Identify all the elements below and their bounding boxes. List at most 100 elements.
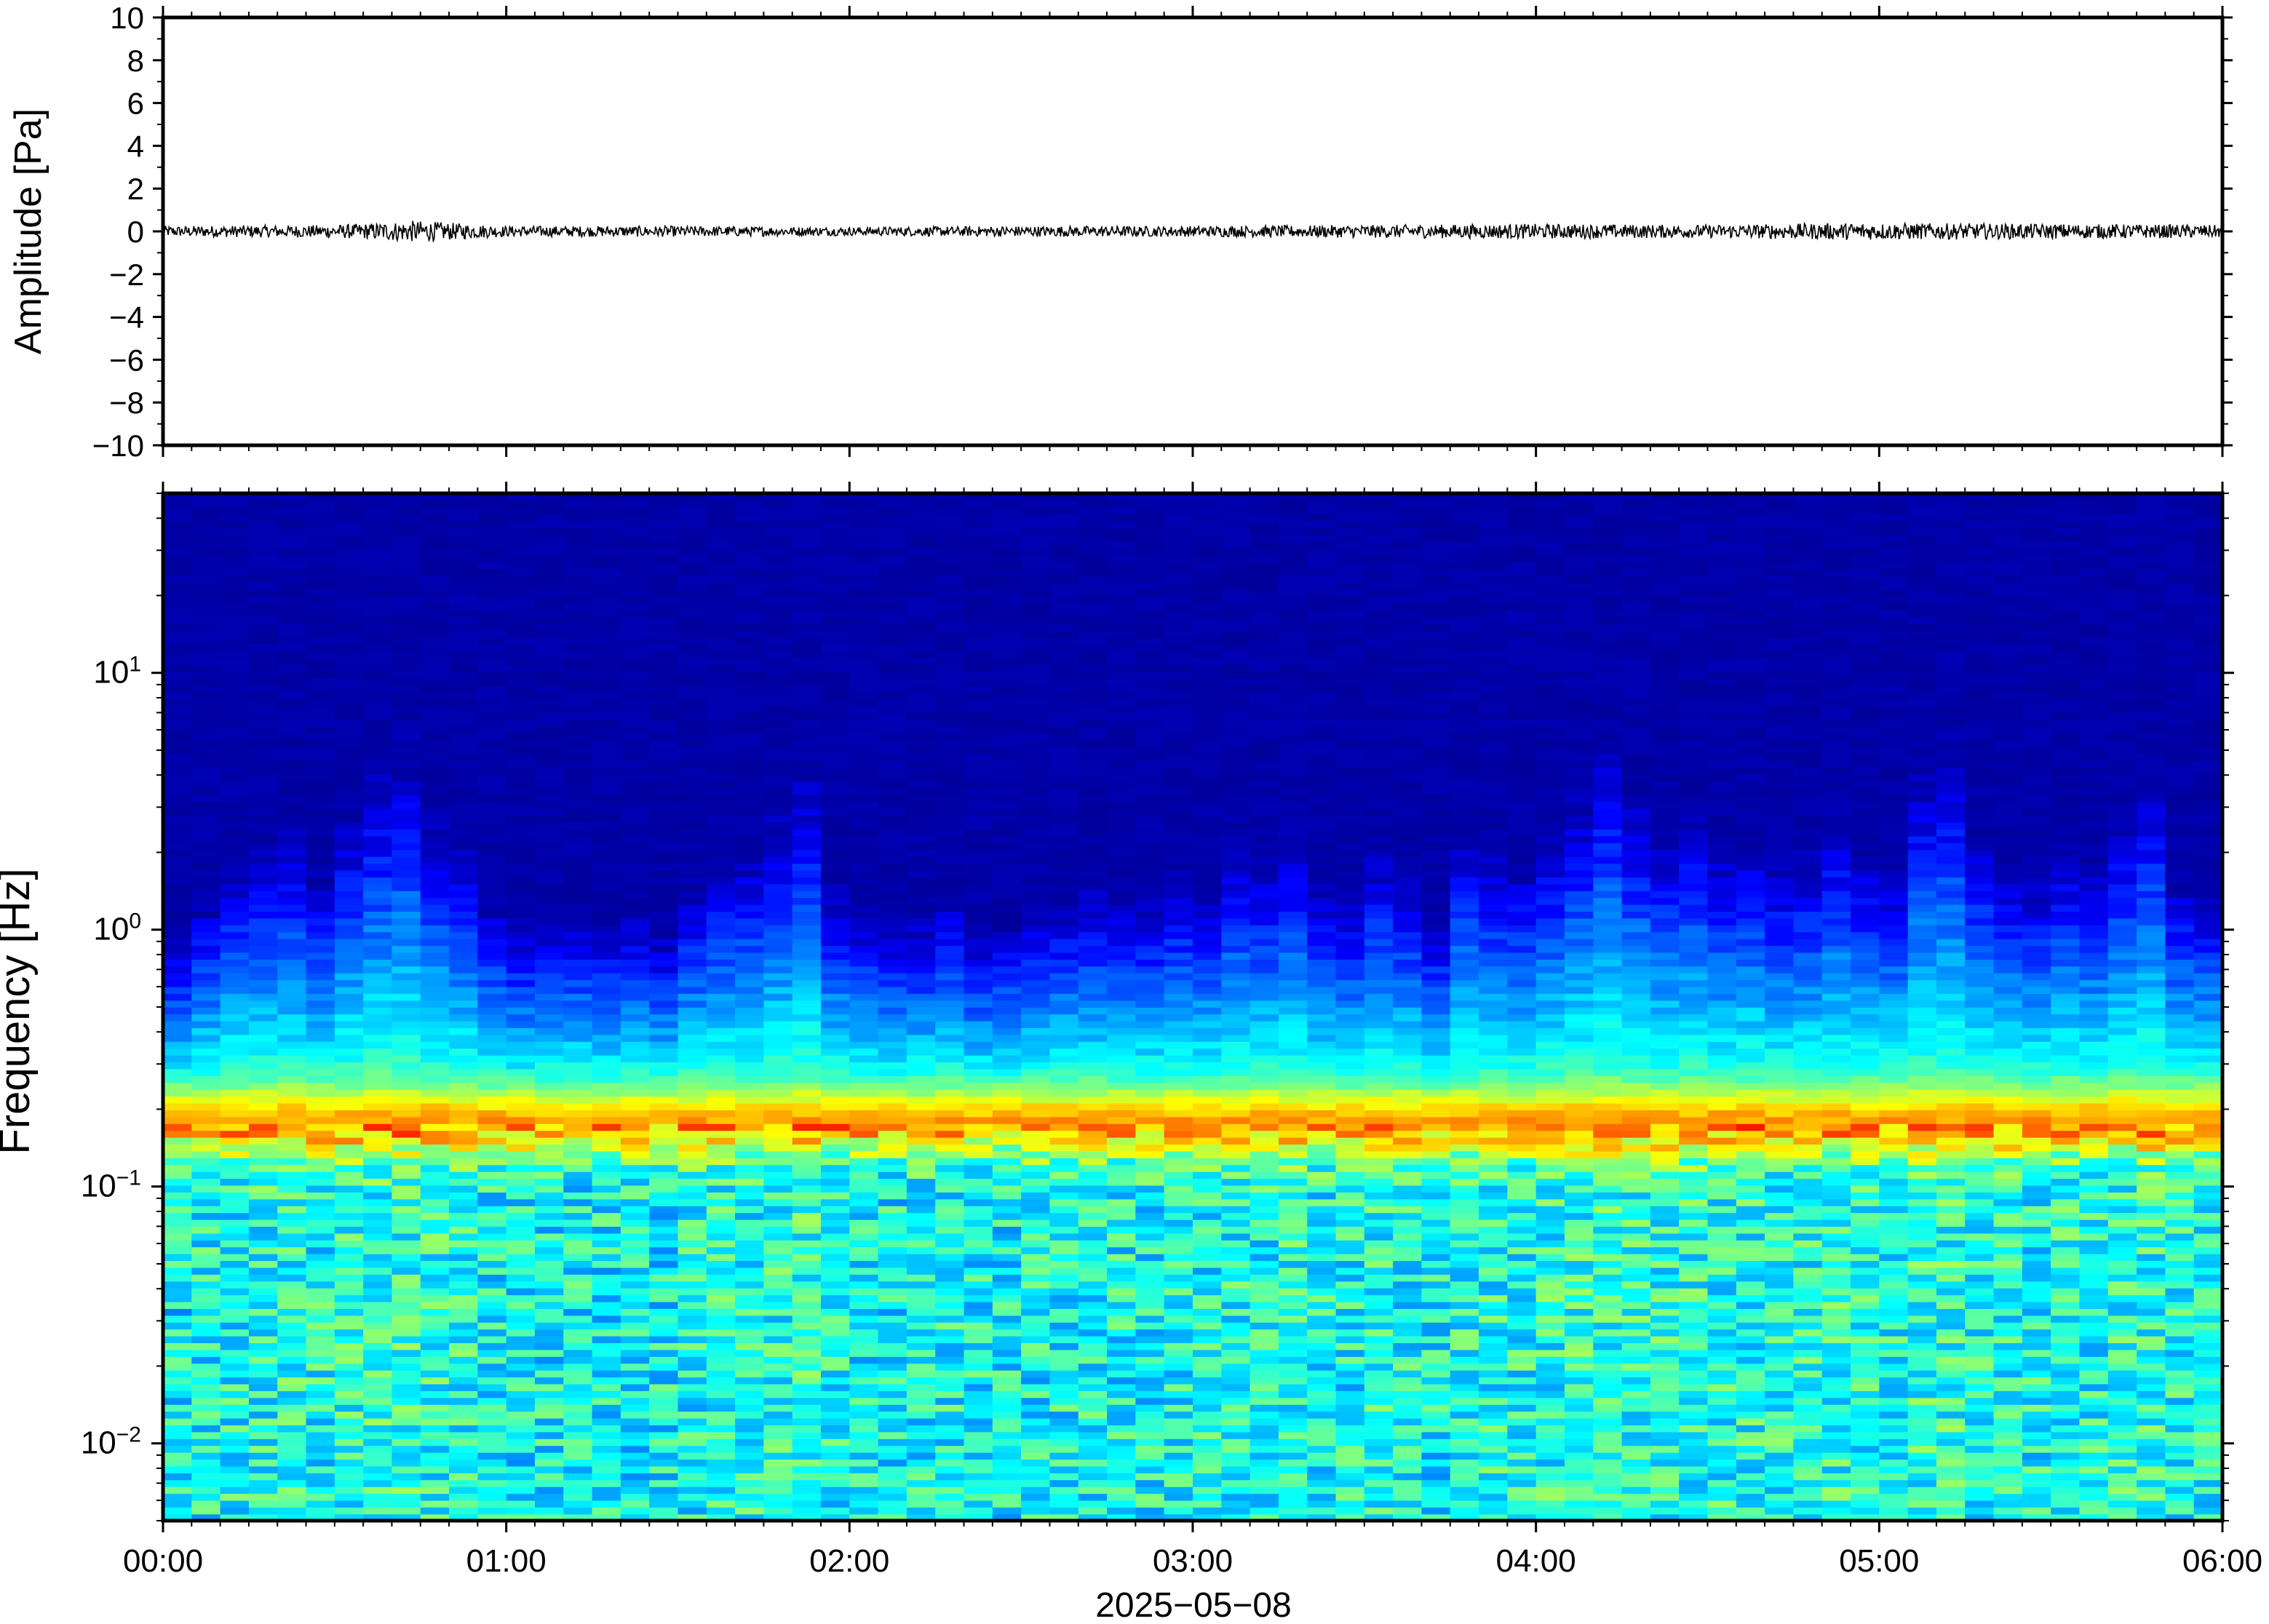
spectrogram-cell — [1021, 657, 1051, 666]
spectrogram-cell — [392, 1500, 421, 1508]
spectrogram-cell — [649, 1417, 679, 1426]
spectrogram-cell — [592, 1048, 621, 1056]
spectrogram-cell — [220, 644, 250, 652]
spectrogram-cell — [677, 1205, 707, 1214]
spectrogram-cell — [906, 1158, 937, 1166]
spectrogram-cell — [334, 1219, 364, 1227]
spectrogram-cell — [992, 890, 1022, 899]
spectrogram-cell — [534, 925, 565, 933]
spectrogram-cell — [706, 1342, 736, 1350]
spectrogram-cell — [649, 1274, 679, 1282]
spectrogram-cell — [506, 1274, 536, 1282]
spectrogram-cell — [248, 1150, 279, 1158]
spectrogram-cell — [392, 1425, 421, 1433]
spectrogram-cell — [477, 664, 507, 672]
spectrogram-cell — [506, 719, 536, 727]
spectrogram-cell — [534, 1110, 565, 1118]
spectrogram-cell — [792, 589, 822, 597]
spectrogram-cell — [649, 1493, 679, 1501]
spectrogram-cell — [792, 562, 822, 570]
spectrogram-cell — [1021, 1335, 1051, 1344]
spectrogram-cell — [506, 1301, 536, 1309]
spectrogram-cell — [1021, 691, 1051, 700]
spectrogram-cell — [906, 808, 937, 816]
spectrogram-cell — [392, 602, 421, 610]
spectrogram-cell — [1021, 1294, 1051, 1302]
spectrogram-cell — [677, 610, 707, 618]
spectrogram-cell — [821, 1301, 851, 1309]
spectrogram-cell — [592, 767, 621, 775]
spectrogram-cell — [277, 1486, 307, 1494]
spectrogram-cell — [792, 1048, 822, 1056]
spectrogram-cell — [849, 506, 879, 515]
spectrogram-cell — [1021, 493, 1051, 501]
spectrogram-cell — [821, 1397, 851, 1405]
spectrogram-cell — [420, 685, 450, 693]
spectrogram-cell — [477, 1342, 507, 1350]
spectrogram-cell — [477, 952, 507, 960]
spectrogram-cell — [163, 972, 193, 981]
spectrogram-cell — [677, 1342, 707, 1350]
spectrogram-cell — [849, 589, 879, 597]
spectrogram-cell — [220, 883, 250, 891]
spectrogram-cell — [649, 1150, 679, 1158]
spectrogram-cell — [706, 712, 736, 720]
spectrogram-cell — [906, 1048, 937, 1056]
spectrogram-cell — [248, 685, 279, 693]
spectrogram-cell — [534, 869, 565, 877]
spectrogram-cell — [334, 726, 364, 734]
spectrogram-cell — [277, 548, 307, 556]
spectrogram-cell — [735, 630, 765, 638]
spectrogram-cell — [363, 1267, 393, 1275]
spectrogram-cell — [906, 548, 937, 556]
spectrogram-cell — [1021, 1144, 1051, 1152]
spectrogram-cell — [449, 890, 479, 899]
spectrogram-cell — [592, 938, 621, 947]
spectrogram-cell — [649, 712, 679, 720]
spectrogram-cell — [534, 897, 565, 905]
spectrogram-cell — [620, 931, 650, 939]
spectrogram-cell — [906, 1301, 937, 1309]
spectrogram-cell — [1021, 1459, 1051, 1467]
spectrogram-cell — [248, 493, 279, 501]
spectrogram-cell — [1049, 1493, 1079, 1501]
spectrogram-cell — [735, 1308, 765, 1316]
spectrogram-cell — [906, 1075, 937, 1083]
spectrogram-cell — [1021, 1007, 1051, 1015]
spectrogram-cell — [792, 1363, 822, 1371]
spectrogram-cell — [649, 657, 679, 666]
spectrogram-cell — [649, 1192, 679, 1200]
spectrogram-cell — [935, 979, 965, 987]
spectrogram-cell — [677, 493, 707, 501]
spectrogram-cell — [935, 610, 965, 618]
spectrogram-cell — [677, 554, 707, 562]
spectrogram-cell — [277, 678, 307, 686]
spectrogram-cell — [420, 1088, 450, 1097]
spectrogram-cell — [935, 931, 965, 939]
spectrogram-cell — [420, 575, 450, 584]
spectrogram-cell — [363, 596, 393, 604]
spectrogram-cell — [878, 1329, 907, 1337]
spectrogram-cell — [620, 959, 650, 967]
spectrogram-cell — [449, 767, 479, 775]
spectrogram-cell — [1049, 883, 1079, 891]
spectrogram-cell — [277, 1062, 307, 1070]
spectrogram-cell — [878, 1459, 907, 1467]
spectrogram-cell — [363, 986, 393, 994]
spectrogram-cell — [792, 1027, 822, 1035]
spectrogram-cell — [534, 1041, 565, 1049]
spectrogram-cell — [449, 1287, 479, 1296]
spectrogram-cell — [878, 1315, 907, 1323]
spectrogram-cell — [277, 568, 307, 576]
spectrogram-cell — [506, 623, 536, 632]
spectrogram-cell — [649, 1486, 679, 1494]
spectrogram-cell — [163, 1137, 193, 1145]
spectrogram-cell — [620, 541, 650, 549]
spectrogram-cell — [420, 1507, 450, 1515]
spectrogram-cell — [1049, 1329, 1079, 1337]
spectrogram-cell — [792, 1383, 822, 1391]
spectrogram-cell — [248, 808, 279, 816]
spectrogram-cell — [849, 815, 879, 823]
spectrogram-cell — [992, 528, 1022, 536]
spectrogram-cell — [906, 1000, 937, 1008]
